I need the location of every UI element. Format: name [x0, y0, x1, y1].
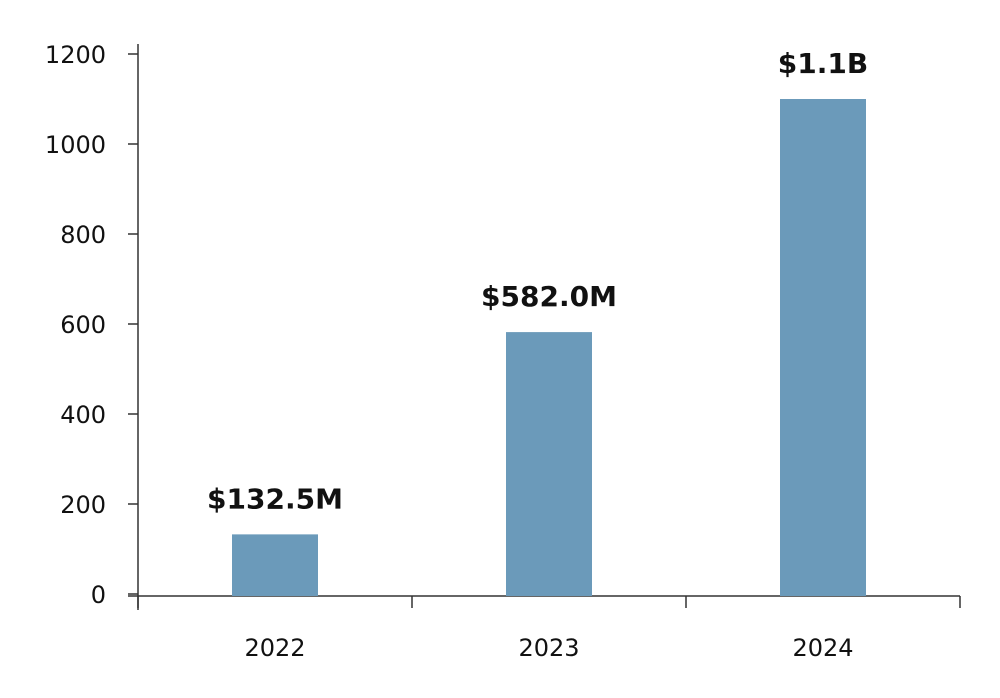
y-tick-label: 400	[60, 401, 106, 429]
y-tick-label: 600	[60, 311, 106, 339]
y-tick-label: 1200	[45, 41, 106, 69]
x-tick-label: 2023	[518, 634, 579, 662]
y-tick-label: 800	[60, 221, 106, 249]
data-labels: $132.5M $582.0M $1.1B	[207, 47, 868, 515]
bar-2023	[506, 332, 592, 596]
data-label-2023: $582.0M	[481, 280, 617, 313]
x-axis: 2022 2023 2024	[128, 595, 961, 662]
y-axis: 0 200 400 600 800 1000 1200	[45, 41, 139, 610]
x-tick-label: 2024	[792, 634, 853, 662]
y-tick-label: 0	[91, 581, 106, 609]
y-tick-label: 1000	[45, 131, 106, 159]
x-tick-label: 2022	[244, 634, 305, 662]
bar-2022	[232, 534, 318, 596]
y-tick-label: 200	[60, 491, 106, 519]
bars	[232, 99, 866, 596]
data-label-2024: $1.1B	[778, 47, 868, 80]
bar-2024	[780, 99, 866, 596]
data-label-2022: $132.5M	[207, 482, 343, 515]
